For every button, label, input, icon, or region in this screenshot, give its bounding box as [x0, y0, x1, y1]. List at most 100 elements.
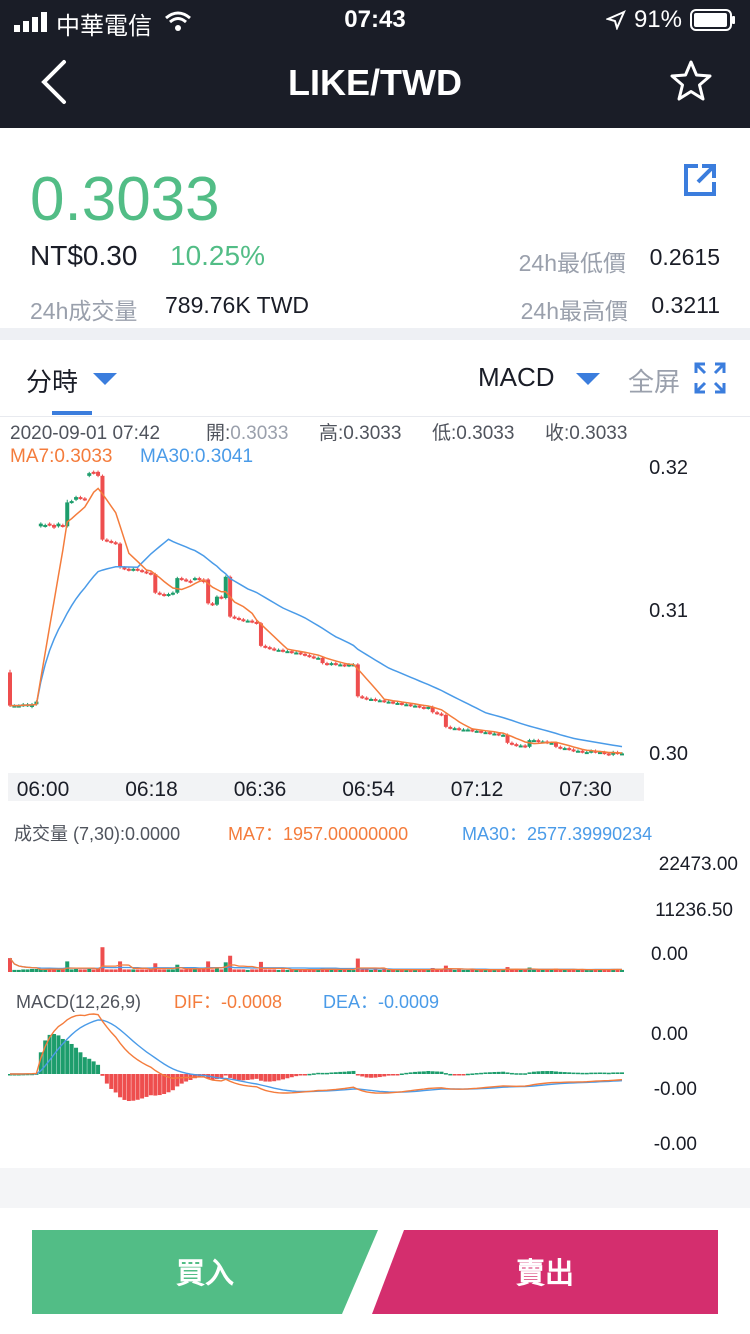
- volume-bar: [69, 969, 74, 972]
- timeshare-dropdown-icon[interactable]: [93, 373, 117, 385]
- macd-histogram-bar: [320, 1072, 325, 1075]
- macd-histogram-bar: [452, 1074, 457, 1076]
- macd-histogram-bar: [377, 1074, 382, 1078]
- macd-histogram-bar: [87, 1058, 92, 1074]
- wifi-icon: [165, 11, 191, 31]
- volume-bar: [34, 968, 39, 972]
- macd-histogram-bar: [417, 1071, 422, 1074]
- volume-bar: [157, 969, 162, 972]
- candle: [8, 672, 12, 706]
- macd-y-tick-0: 0.00: [651, 1024, 688, 1045]
- tab-indicator-macd[interactable]: MACD: [478, 362, 555, 392]
- macd-histogram-bar: [153, 1074, 158, 1096]
- volume-bar: [342, 969, 347, 972]
- candle: [16, 705, 21, 708]
- battery-percent: 91%: [633, 6, 682, 33]
- volume-bar: [82, 969, 87, 972]
- macd-histogram-bar: [179, 1074, 184, 1084]
- macd-histogram-bar: [505, 1072, 510, 1074]
- change-percent: 10.25%: [170, 240, 265, 271]
- macd-histogram-bar: [16, 1074, 21, 1076]
- macd-histogram-bar: [109, 1074, 114, 1089]
- volume-bar: [567, 969, 572, 972]
- signal-icon: [14, 12, 47, 32]
- macd-histogram-bar: [276, 1074, 281, 1081]
- volume-bar: [531, 969, 536, 972]
- macd-histogram-bar: [338, 1071, 343, 1074]
- volume-bar: [267, 969, 272, 972]
- back-icon[interactable]: [34, 58, 74, 106]
- macd-histogram-bar: [602, 1072, 607, 1075]
- ticker-summary: 0.3033 NT$0.30 10.25% 24h最低價 0.2615 24h成…: [0, 128, 750, 328]
- volume-bar: [184, 969, 189, 972]
- volume-value: 789.76K TWD: [165, 292, 310, 318]
- indicator-dropdown-icon[interactable]: [576, 373, 600, 385]
- macd-histogram-bar: [126, 1074, 131, 1102]
- ma30-line: [10, 538, 623, 748]
- volume-bar: [593, 969, 598, 972]
- candle: [404, 704, 409, 707]
- macd-histogram-bar: [245, 1074, 250, 1080]
- volume-bar: [325, 969, 330, 972]
- x-tick-label: 06:18: [125, 778, 178, 801]
- volume-bar: [12, 969, 17, 972]
- candle: [74, 497, 79, 500]
- candle: [47, 523, 52, 526]
- volume-bar: [52, 968, 57, 972]
- volume-bar: [60, 969, 65, 972]
- volume-bar: [611, 968, 616, 972]
- macd-histogram-bar: [589, 1072, 594, 1075]
- macd-histogram-bar: [250, 1074, 255, 1080]
- svg-text:2020-09-01 07:42 開:0.303: 2020-09-01 07:42 開:0.3033 高:0.3033 低:0.3…: [10, 422, 627, 444]
- volume-bar: [192, 969, 197, 972]
- volume-bar: [43, 969, 48, 972]
- candle: [289, 651, 294, 654]
- volume-bar: [254, 969, 259, 972]
- share-icon[interactable]: [682, 162, 718, 198]
- volume-ma7-label: MA7：1957.00000000: [228, 824, 408, 844]
- candle: [470, 729, 475, 732]
- candle: [606, 753, 611, 756]
- volume-bar: [21, 969, 26, 972]
- volume-bar: [8, 958, 12, 972]
- volume-bar: [219, 969, 224, 972]
- tab-timeshare[interactable]: 分時: [26, 367, 79, 397]
- volume-bar: [417, 969, 422, 972]
- ma7-legend: MA7:0.3033: [10, 446, 112, 467]
- candle: [206, 579, 211, 604]
- candle: [567, 748, 572, 751]
- volume-bar: [263, 969, 268, 972]
- macd-y-tick-1: -0.00: [654, 1079, 697, 1100]
- volume-bar: [56, 968, 61, 972]
- volume-bar: [250, 969, 255, 972]
- macd-histogram-bar: [74, 1047, 79, 1074]
- volume-bar: [501, 969, 506, 972]
- volume-bar: [377, 969, 382, 972]
- candle: [254, 621, 259, 624]
- macd-histogram-bar: [236, 1074, 241, 1081]
- candle: [100, 475, 105, 540]
- volume-bar: [236, 969, 241, 972]
- candle: [184, 579, 189, 582]
- macd-histogram-bar: [47, 1034, 52, 1074]
- candle: [307, 655, 312, 658]
- sell-button[interactable]: [372, 1230, 718, 1314]
- volume-bar: [373, 969, 378, 972]
- volume-bar: [461, 969, 466, 972]
- buy-button[interactable]: [32, 1230, 378, 1314]
- macd-histogram-bar: [166, 1074, 171, 1093]
- candle: [294, 652, 299, 655]
- chart-area: 2020-09-01 07:42 開:0.3033 高:0.3033 低:0.3…: [0, 416, 750, 1168]
- fullscreen-icon[interactable]: [694, 362, 726, 394]
- macd-histogram-bar: [342, 1071, 347, 1074]
- volume-bar: [620, 969, 624, 972]
- ma30-legend: MA30:0.3041: [140, 446, 253, 467]
- macd-histogram-bar: [280, 1074, 285, 1080]
- volume-bar: [545, 969, 550, 972]
- candle: [87, 473, 92, 476]
- favorite-star-icon[interactable]: [668, 58, 714, 104]
- y-tick-1: 0.31: [649, 600, 688, 622]
- kline-chart[interactable]: 2020-09-01 07:42 開:0.3033 高:0.3033 低:0.3…: [0, 416, 750, 1168]
- fullscreen-button[interactable]: 全屏: [628, 367, 681, 397]
- candle: [571, 749, 576, 752]
